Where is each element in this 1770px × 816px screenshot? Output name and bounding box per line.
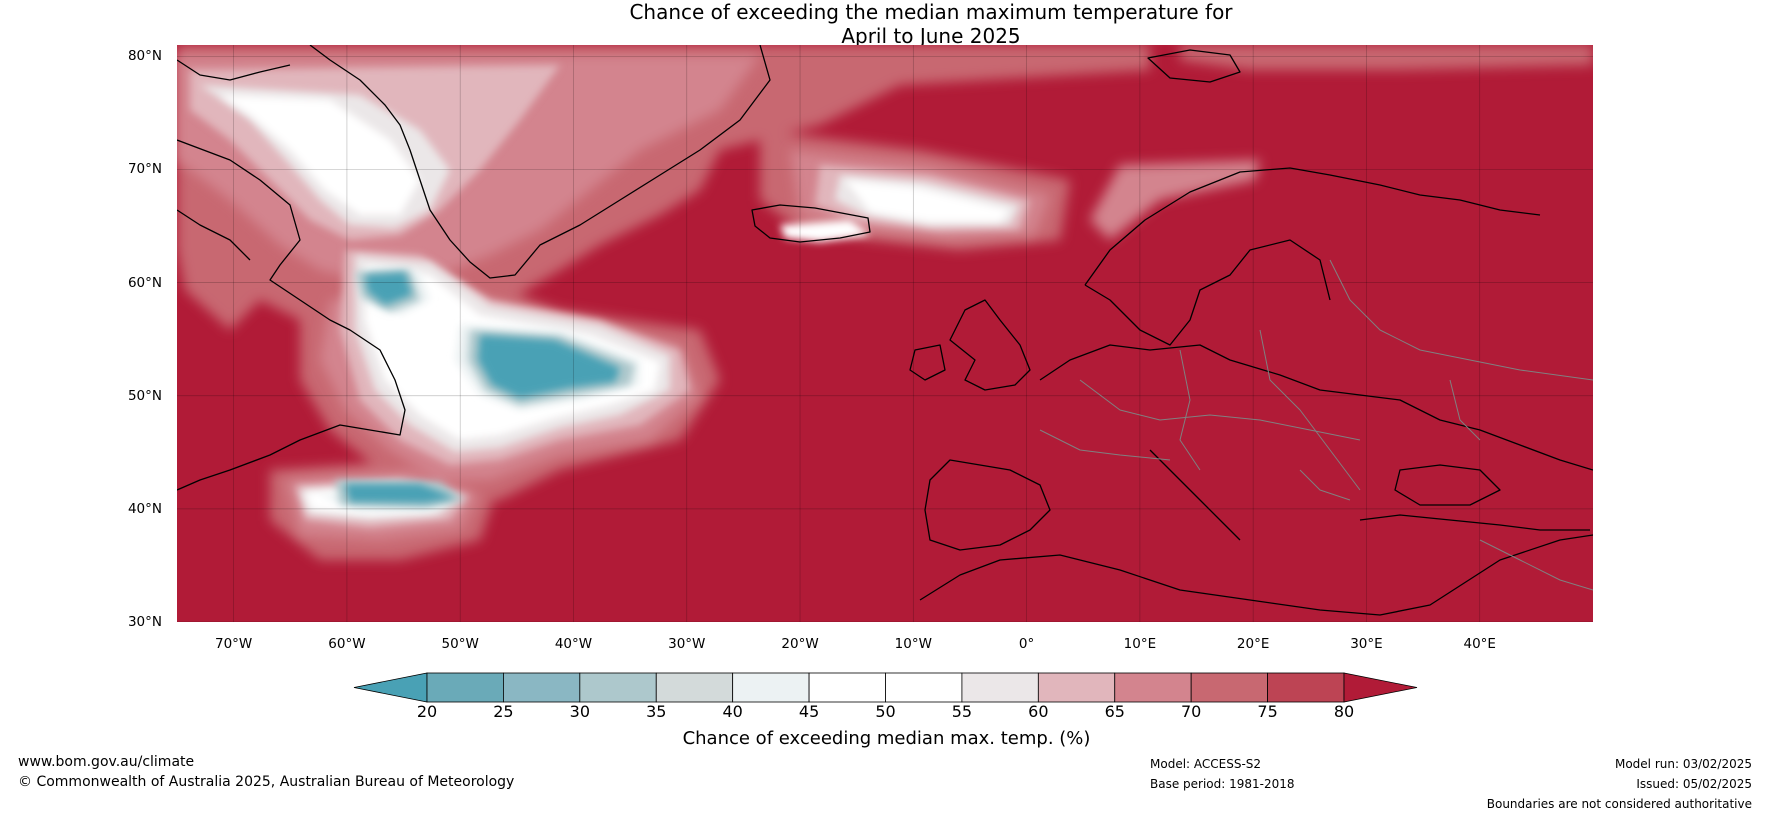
map-title-line2: April to June 2025	[841, 24, 1021, 48]
lat-label: 80°N	[127, 48, 162, 65]
lat-label: 30°N	[127, 614, 162, 630]
band-20-30	[345, 272, 620, 503]
lon-label: 20°E	[1236, 636, 1270, 652]
colorbar	[353, 672, 1418, 703]
colorbar-tick-label: 65	[1104, 702, 1125, 721]
lon-label: 40°W	[554, 636, 593, 652]
lat-label: 50°N	[127, 387, 162, 404]
lon-label: 20°W	[781, 636, 819, 652]
lon-label: 30°E	[1350, 636, 1383, 652]
lat-label: 60°N	[127, 274, 162, 291]
colorbar-segment	[1190, 672, 1268, 703]
footer-issued: Issued: 05/02/2025	[1636, 777, 1752, 791]
colorbar-segment	[1037, 672, 1116, 703]
colorbar-title: Chance of exceeding median max. temp. (%…	[682, 728, 1091, 749]
colorbar-segment	[655, 672, 734, 703]
footer-base-period: Base period: 1981-2018	[1150, 777, 1295, 791]
footer-disclaimer: Boundaries are not considered authoritat…	[1486, 797, 1752, 811]
map-title-line1: Chance of exceeding the median maximum t…	[629, 0, 1233, 24]
colorbar-segment	[1114, 672, 1192, 703]
lon-label: 10°W	[894, 636, 932, 652]
lon-label: 70°W	[214, 636, 253, 652]
colorbar-tick-label: 20	[416, 702, 438, 721]
colorbar-tick-label: 40	[722, 702, 743, 721]
colorbar-tick-label: 80	[1333, 702, 1355, 721]
lat-label: 40°N	[127, 500, 162, 517]
lat-label: 70°N	[127, 161, 162, 178]
colorbar-tick-label: 50	[875, 702, 896, 721]
colorbar-segment	[503, 672, 581, 703]
colorbar-segment	[1267, 672, 1345, 703]
probability-field	[177, 45, 1593, 622]
lon-label: 40°E	[1463, 636, 1496, 652]
country-borders	[1039, 259, 1593, 591]
colorbar-segment	[961, 672, 1039, 703]
colorbar-tick-label: 30	[569, 702, 591, 721]
lon-label: 10°E	[1123, 636, 1157, 652]
colorbar-segment	[579, 672, 657, 703]
footer-url: www.bom.gov.au/climate	[18, 754, 195, 770]
colorbar-extend-low	[353, 672, 428, 703]
colorbar-segment	[808, 672, 886, 703]
lon-label: 0°	[1018, 636, 1035, 652]
colorbar-segment	[885, 672, 963, 703]
colorbar-extend-high	[1343, 672, 1418, 703]
colorbar-tick-label: 70	[1180, 702, 1202, 721]
colorbar-tick-label: 25	[493, 702, 514, 721]
lon-label: 30°W	[668, 636, 706, 652]
colorbar-tick-label: 35	[646, 702, 667, 721]
colorbar-tick-label: 55	[951, 702, 973, 721]
colorbar-tick-label: 60	[1028, 702, 1049, 721]
lon-label: 60°W	[328, 636, 366, 652]
footer-model-run: Model run: 03/02/2025	[1614, 757, 1752, 771]
map-title: Chance of exceeding the median maximum t…	[0, 0, 1770, 48]
footer-copyright: © Commonwealth of Australia 2025, Austra…	[18, 774, 515, 790]
colorbar-tick-label: 45	[798, 702, 820, 721]
colorbar-tick-label: 75	[1257, 702, 1278, 721]
colorbar-segment	[732, 672, 810, 703]
footer-model: Model: ACCESS-S2	[1150, 757, 1262, 771]
colorbar-segment	[426, 672, 504, 703]
coastlines	[177, 45, 1593, 616]
lon-label: 50°W	[441, 636, 479, 652]
graticule	[177, 45, 1593, 622]
